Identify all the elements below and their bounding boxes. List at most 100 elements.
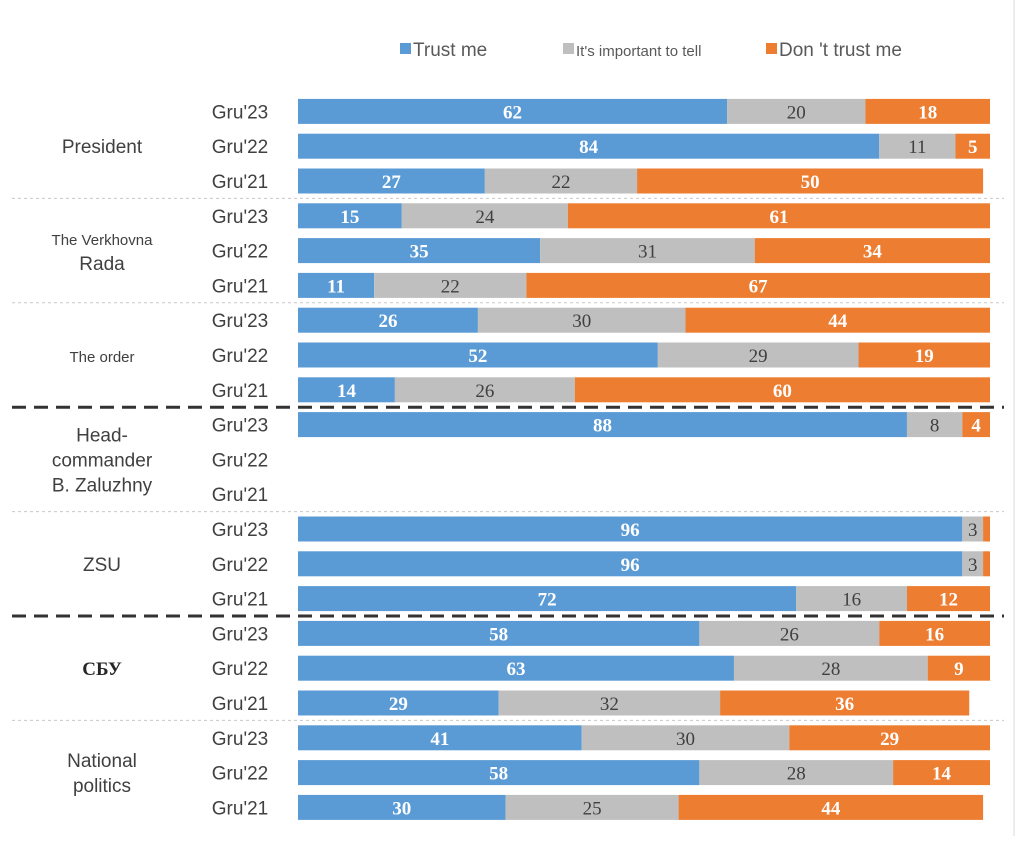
data-label: 4	[971, 416, 981, 437]
data-label: 29	[749, 346, 768, 367]
period-label: Gru'23	[212, 207, 268, 228]
data-label: 22	[441, 276, 460, 297]
data-label: 50	[801, 172, 820, 193]
data-label: 72	[538, 590, 557, 611]
data-label: 30	[676, 729, 695, 750]
data-label: 58	[489, 624, 508, 645]
category-label: The order	[69, 349, 134, 366]
data-label: 3	[968, 520, 978, 541]
period-label: Gru'21	[212, 694, 268, 715]
category-label: Head-	[76, 425, 128, 446]
period-label: Gru'23	[212, 520, 268, 541]
bar-segment-1	[727, 98, 866, 124]
period-label: Gru'22	[212, 242, 268, 263]
bar-segment-0	[298, 168, 485, 194]
data-label: 8	[930, 416, 940, 437]
bar-segment-0	[298, 516, 963, 542]
data-label: 32	[600, 694, 619, 715]
bar-segment-2	[879, 620, 990, 646]
data-label: 29	[880, 729, 899, 750]
period-label: Gru'21	[212, 381, 268, 402]
category-label: СБУ	[82, 659, 122, 680]
bar-segment-0	[298, 238, 541, 264]
period-label: Gru'22	[212, 137, 268, 158]
legend-swatch-2	[766, 43, 777, 54]
period-label: Gru'23	[212, 624, 268, 645]
data-label: 19	[915, 346, 934, 367]
period-label: Gru'21	[212, 798, 268, 819]
data-label: 28	[821, 659, 840, 680]
period-label: Gru'22	[212, 659, 268, 680]
period-label: Gru'23	[212, 102, 268, 123]
category-label: B. Zaluzhny	[52, 475, 153, 496]
period-label: Gru'23	[212, 729, 268, 750]
data-label: 96	[621, 520, 640, 541]
bar-segment-0	[298, 133, 880, 159]
data-label: 12	[939, 590, 958, 611]
bar-segment-2	[955, 133, 990, 159]
data-label: 26	[378, 311, 397, 332]
bar-segment-2	[574, 377, 990, 403]
bar-segment-2	[983, 551, 990, 577]
bar-segment-2	[983, 516, 990, 542]
category-label: commander	[52, 450, 153, 471]
bar-segment-1	[657, 342, 859, 368]
data-label: 15	[340, 207, 359, 228]
data-label: 62	[503, 102, 522, 123]
period-label: Gru'22	[212, 764, 268, 785]
data-label: 25	[583, 798, 602, 819]
data-label: 63	[506, 659, 525, 680]
data-label: 52	[468, 346, 487, 367]
period-label: Gru'22	[212, 346, 268, 367]
bar-segment-1	[401, 203, 568, 229]
data-label: 16	[925, 624, 944, 645]
legend-swatch-0	[400, 43, 411, 54]
data-label: 9	[954, 659, 964, 680]
data-label: 61	[769, 207, 788, 228]
category-label: ZSU	[83, 555, 121, 576]
category-label: Rada	[79, 254, 125, 275]
period-label: Gru'21	[212, 485, 268, 506]
data-label: 27	[382, 172, 402, 193]
bar-segment-2	[906, 586, 990, 612]
bar-segment-1	[498, 690, 721, 716]
data-label: 11	[908, 137, 926, 158]
bar-segment-0	[298, 794, 506, 820]
bar-segment-1	[374, 272, 527, 298]
data-label: 18	[918, 102, 937, 123]
bar-segment-0	[298, 342, 658, 368]
legend-label-1: It's important to tell	[576, 43, 701, 60]
bar-segment-0	[298, 307, 478, 333]
data-label: 60	[773, 381, 792, 402]
data-label: 44	[821, 798, 841, 819]
bar-segment-1	[505, 794, 679, 820]
period-label: Gru'22	[212, 450, 268, 471]
data-label: 14	[932, 764, 952, 785]
data-label: 84	[579, 137, 599, 158]
data-label: 34	[863, 242, 883, 263]
bar-segment-0	[298, 98, 728, 124]
data-label: 36	[835, 694, 854, 715]
data-label: 14	[337, 381, 357, 402]
bar-segment-2	[685, 307, 990, 333]
period-label: Gru'21	[212, 172, 268, 193]
data-label: 26	[475, 381, 494, 402]
bar-segment-1	[540, 238, 755, 264]
legend-swatch-1	[563, 43, 574, 54]
bar-segment-2	[927, 655, 990, 681]
bar-segment-0	[298, 377, 395, 403]
data-label: 16	[842, 590, 861, 611]
data-label: 88	[593, 416, 612, 437]
bar-segment-2	[567, 203, 990, 229]
bar-segment-1	[484, 168, 638, 194]
bar-segment-0	[298, 760, 700, 786]
bar-segment-1	[962, 516, 984, 542]
bar-segment-0	[298, 203, 402, 229]
period-label: Gru'23	[212, 416, 268, 437]
bar-segment-1	[733, 655, 928, 681]
bar-segment-2	[637, 168, 984, 194]
category-label: President	[62, 137, 143, 158]
bar-segment-1	[699, 620, 880, 646]
bar-segment-1	[581, 725, 790, 751]
